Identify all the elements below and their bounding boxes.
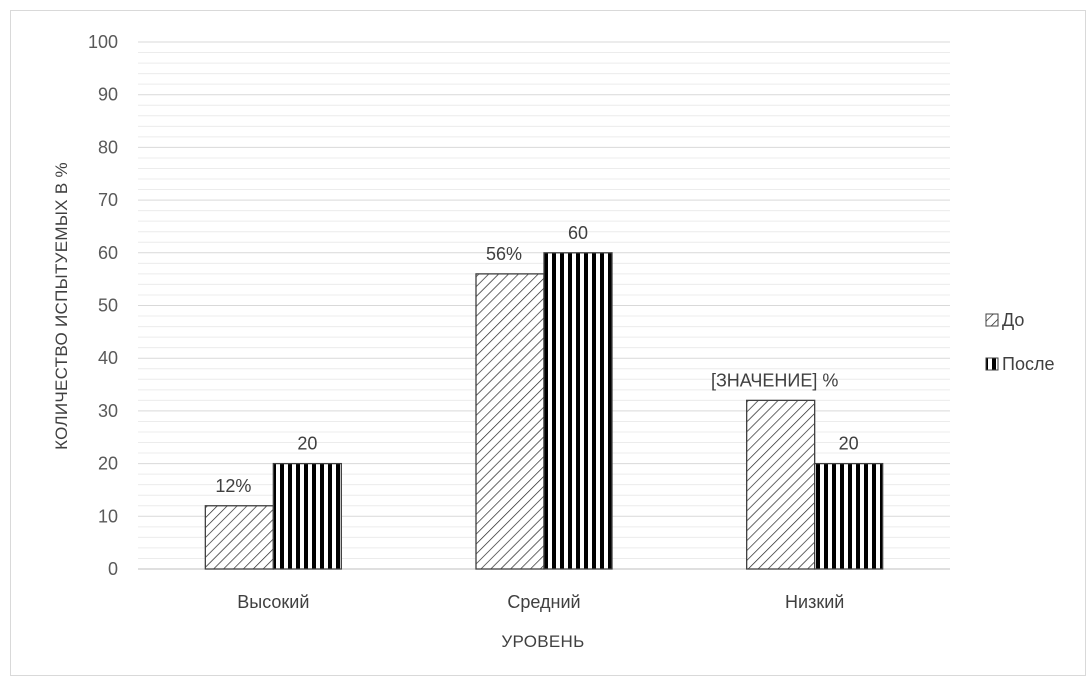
bar-after xyxy=(814,462,884,570)
legend-swatch xyxy=(985,357,999,371)
y-tick-label: 80 xyxy=(98,137,118,157)
bars xyxy=(204,252,884,570)
data-label: 60 xyxy=(568,223,588,243)
bar-after xyxy=(543,252,613,570)
x-category-label: Низкий xyxy=(785,592,844,612)
data-label: [ЗНАЧЕНИЕ] % xyxy=(711,370,838,390)
bar-before xyxy=(746,399,816,570)
y-tick-label: 60 xyxy=(98,243,118,263)
y-tick-label: 0 xyxy=(108,559,118,579)
bar-after xyxy=(272,462,342,570)
y-tick-label: 20 xyxy=(98,454,118,474)
y-axis-ticks: 0 10 20 30 40 50 60 70 80 90 100 xyxy=(88,32,118,579)
data-labels: 12% 20 56% 60 [ЗНАЧЕНИЕ] % 20 xyxy=(215,223,858,496)
data-label: 56% xyxy=(486,244,522,264)
data-label: 12% xyxy=(215,476,251,496)
data-label: 20 xyxy=(297,434,317,454)
legend-label: До xyxy=(1002,310,1024,330)
y-tick-label: 50 xyxy=(98,296,118,316)
x-category-label: Средний xyxy=(507,592,580,612)
x-axis-categories: Высокий Средний Низкий xyxy=(237,592,844,612)
data-label: 20 xyxy=(839,434,859,454)
legend-item: До xyxy=(985,310,1024,330)
y-axis-title: КОЛИЧЕСТВО ИСПЫТУЕМЫХ В % xyxy=(52,162,71,450)
bar-before xyxy=(475,273,545,570)
bar-before xyxy=(204,505,274,570)
y-tick-label: 70 xyxy=(98,190,118,210)
y-tick-label: 40 xyxy=(98,348,118,368)
y-tick-label: 30 xyxy=(98,401,118,421)
y-tick-label: 90 xyxy=(98,85,118,105)
chart-frame xyxy=(10,10,1086,676)
y-tick-label: 100 xyxy=(88,32,118,52)
legend-label: После xyxy=(1002,354,1054,374)
legend-item: После xyxy=(985,354,1054,374)
x-category-label: Высокий xyxy=(237,592,309,612)
legend-swatch xyxy=(985,313,999,327)
x-axis-title: УРОВЕНЬ xyxy=(501,632,584,651)
y-tick-label: 10 xyxy=(98,506,118,526)
legend: До После xyxy=(985,310,1054,374)
